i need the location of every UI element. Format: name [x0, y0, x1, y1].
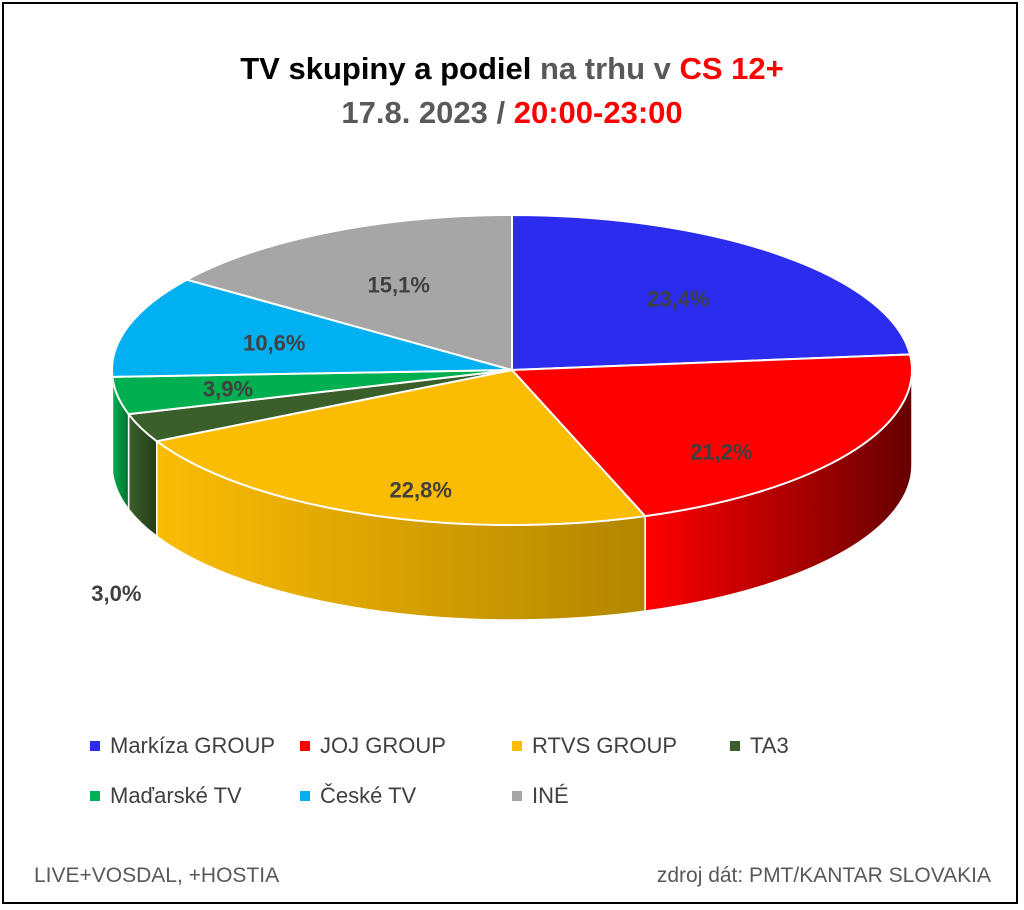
- pie-slice-rtvs-group: [154, 368, 648, 526]
- legend-label: České TV: [320, 783, 417, 808]
- legend-swatch: [300, 741, 310, 751]
- data-label--esk-tv: 10,6%: [243, 331, 305, 356]
- legend-item-ta3: TA3: [730, 733, 789, 759]
- legend-item-in-: INÉ: [512, 783, 569, 809]
- data-label-rtvs-group: 22,8%: [390, 477, 452, 502]
- legend-item-mark-za-group: Markíza GROUP: [90, 733, 275, 759]
- pie-slice-joj-group: [509, 353, 913, 518]
- legend-label: INÉ: [532, 783, 569, 808]
- title-part-2: na trhu v: [531, 51, 680, 86]
- legend-swatch: [90, 791, 100, 801]
- pie-slice-mark-za-group: [511, 213, 912, 372]
- legend-label: TA3: [750, 733, 789, 758]
- title-time: 20:00-23:00: [513, 95, 683, 130]
- legend-swatch: [300, 791, 310, 801]
- legend-item-ma-arsk-tv: Maďarské TV: [90, 783, 242, 809]
- data-label-in-: 15,1%: [368, 273, 430, 298]
- title-part-1: TV skupiny a podiel: [240, 51, 532, 86]
- chart-title-line2: 17.8. 2023 / 20:00-23:00: [0, 94, 1024, 132]
- footer-source: zdroj dát: PMT/KANTAR SLOVAKIA: [656, 864, 991, 887]
- chart-title-line1: TV skupiny a podiel na trhu v CS 12+: [0, 50, 1024, 88]
- data-label-ma-arsk-tv: 3,9%: [203, 376, 253, 401]
- legend-swatch: [512, 791, 522, 801]
- legend-label: Markíza GROUP: [110, 733, 276, 758]
- data-label-joj-group: 21,2%: [690, 439, 752, 464]
- pie-slice-in-: [184, 213, 513, 372]
- legend-swatch: [512, 741, 522, 751]
- footer-note: LIVE+VOSDAL, +HOSTIA: [34, 864, 280, 887]
- title-part-3: CS 12+: [679, 51, 784, 86]
- legend-label: JOJ GROUP: [320, 733, 446, 758]
- legend-item--esk-tv: České TV: [300, 783, 416, 809]
- legend-item-rtvs-group: RTVS GROUP: [512, 733, 677, 759]
- data-label-mark-za-group: 23,4%: [647, 287, 709, 312]
- legend-item-joj-group: JOJ GROUP: [300, 733, 446, 759]
- legend-label: Maďarské TV: [110, 783, 242, 808]
- title-date: 17.8. 2023 /: [341, 95, 514, 130]
- legend-label: RTVS GROUP: [532, 733, 678, 758]
- data-label-ta3: 3,0%: [91, 581, 141, 606]
- legend-swatch: [730, 741, 740, 751]
- legend-swatch: [90, 741, 100, 751]
- pie-slice--esk-tv: [111, 278, 513, 378]
